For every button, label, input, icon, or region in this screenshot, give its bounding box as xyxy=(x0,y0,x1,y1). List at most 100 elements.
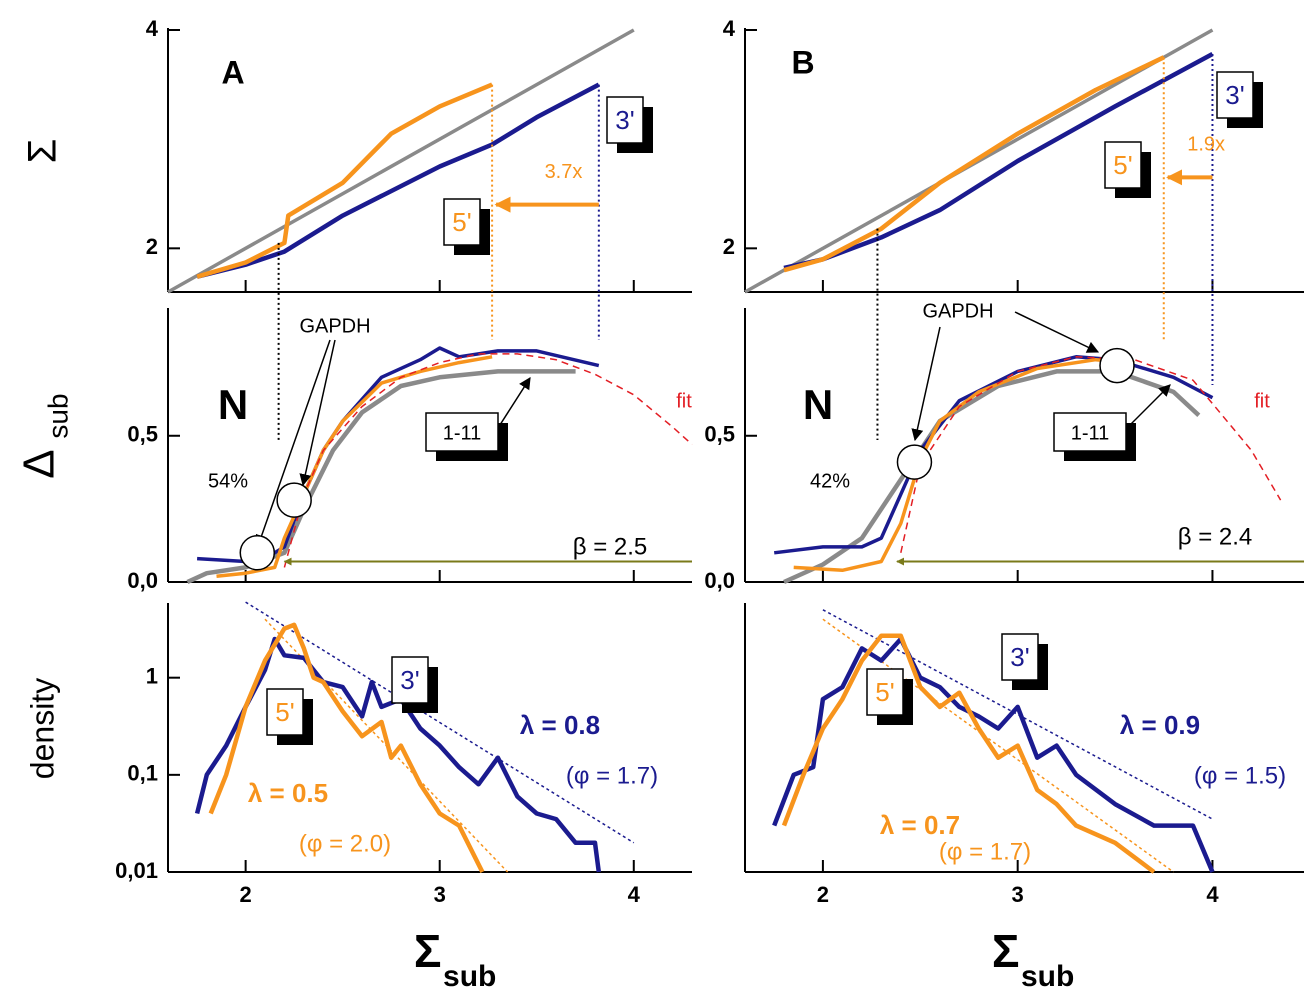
annotation: λ = 0.5 xyxy=(248,778,328,808)
panel: 2 3 4 Σ sub λ = 0.9 (φ = 1.5) λ = 0.7(φ = 1.7) xyxy=(744,603,1304,993)
label-box xyxy=(443,198,481,246)
y-label: Σ xyxy=(21,139,65,164)
y-tick-label: 0,0 xyxy=(704,568,735,593)
label-text: 5' xyxy=(1113,150,1132,180)
annotation: (φ = 1.7) xyxy=(566,762,658,789)
series-line xyxy=(783,55,1165,273)
annotation: B xyxy=(791,44,814,80)
annotation: N xyxy=(803,381,833,428)
series-line xyxy=(783,369,1201,585)
series-line xyxy=(194,636,602,873)
label-box xyxy=(1053,412,1127,452)
label-box xyxy=(425,412,499,452)
x-tick-label: 3 xyxy=(434,882,446,907)
annotation: GAPDH xyxy=(922,300,993,322)
annotation: 54% xyxy=(208,470,248,492)
label-text: 5' xyxy=(452,207,471,237)
gapdh-marker xyxy=(239,535,276,571)
y-label: density xyxy=(24,678,60,779)
x-tick-label: 2 xyxy=(240,882,252,907)
series-line xyxy=(208,622,485,874)
series-line xyxy=(283,353,693,568)
gapdh-marker xyxy=(1099,347,1135,384)
annotation: β = 2.4 xyxy=(1178,523,1253,550)
annotation: GAPDH xyxy=(299,315,370,337)
y-tick-label: 0,0 xyxy=(127,568,158,593)
label-text: 1-11 xyxy=(443,422,482,444)
annotation: fit xyxy=(1254,390,1270,412)
x-label-sub: sub xyxy=(443,960,496,993)
annotation: 42% xyxy=(810,470,850,492)
annotation: (φ = 2.0) xyxy=(299,830,391,857)
label-text: 3' xyxy=(615,105,634,135)
label-box xyxy=(1216,71,1254,119)
y-tick-label: 4 xyxy=(723,16,736,41)
annotation: A xyxy=(221,54,244,90)
y-tick-label: 2 xyxy=(723,234,735,259)
annotation: λ = 0.7 xyxy=(880,810,960,840)
annotation: fit xyxy=(676,390,692,412)
series-line xyxy=(196,346,600,564)
y-tick-label: 4 xyxy=(146,16,159,41)
label-box xyxy=(391,656,429,704)
x-tick-label: 4 xyxy=(628,882,641,907)
annotation: (φ = 1.7) xyxy=(939,838,1031,865)
series-line xyxy=(196,82,493,279)
label-box xyxy=(1104,141,1142,189)
annotation: N xyxy=(218,381,248,428)
annotation: λ = 0.8 xyxy=(520,710,600,740)
label-text: 3' xyxy=(1225,80,1244,110)
y-tick-label: 0,01 xyxy=(115,858,158,883)
series-line xyxy=(772,636,1215,873)
annotation: (φ = 1.5) xyxy=(1194,762,1286,789)
y-label-sub: sub xyxy=(42,393,73,438)
series-line xyxy=(822,609,1213,820)
y-label: Δ xyxy=(15,449,64,478)
gapdh-marker xyxy=(276,482,312,518)
leader-line xyxy=(299,339,336,487)
label-box xyxy=(266,688,304,736)
series-line xyxy=(245,601,635,844)
leader-line xyxy=(255,339,331,548)
label-box xyxy=(1001,633,1039,681)
y-tick-label: 0,5 xyxy=(704,422,735,447)
label-text: 1-11 xyxy=(1071,422,1110,444)
series-line xyxy=(793,357,1135,573)
annotation: λ = 0.9 xyxy=(1120,710,1200,740)
x-tick-label: 3 xyxy=(1012,882,1024,907)
label-text: 5' xyxy=(875,677,894,707)
series-line xyxy=(196,82,600,279)
y-tick-label: 2 xyxy=(146,234,158,259)
y-tick-label: 0,1 xyxy=(127,761,158,786)
x-tick-label: 4 xyxy=(1206,882,1219,907)
x-label: Σ xyxy=(414,925,442,977)
panel: 2 4 1.9x B xyxy=(723,16,1304,440)
panel: 0,01 0,1 1 2 3 4 density Σ sub λ = 0.8 (φ = 1.7) λ … xyxy=(24,601,692,993)
ratio-label: 3.7x xyxy=(545,161,583,183)
panel: 0,0 0,5 N GAPDH 42% fit β = 2.4 xyxy=(704,300,1304,593)
label-text: 3' xyxy=(1010,642,1029,672)
label-box xyxy=(606,96,644,144)
panel: 2 4 Σ 3.7x A xyxy=(21,16,692,440)
x-label-sub: sub xyxy=(1021,960,1074,993)
leader-line xyxy=(1124,384,1171,431)
label-text: 5' xyxy=(275,697,294,727)
x-tick-label: 2 xyxy=(817,882,829,907)
label-text: 3' xyxy=(400,665,419,695)
gapdh-marker xyxy=(896,444,933,480)
leader-line xyxy=(911,326,941,442)
series-line xyxy=(900,356,1282,553)
label-box xyxy=(866,668,904,716)
x-label: Σ xyxy=(992,925,1020,977)
leader-line xyxy=(497,376,531,429)
y-tick-label: 1 xyxy=(146,664,158,689)
annotation: β = 2.5 xyxy=(573,533,648,560)
series-line xyxy=(781,633,1156,874)
ratio-label: 1.9x xyxy=(1187,134,1225,156)
series-line xyxy=(186,369,576,585)
y-tick-label: 0,5 xyxy=(127,422,158,447)
leader-line xyxy=(1014,311,1100,353)
